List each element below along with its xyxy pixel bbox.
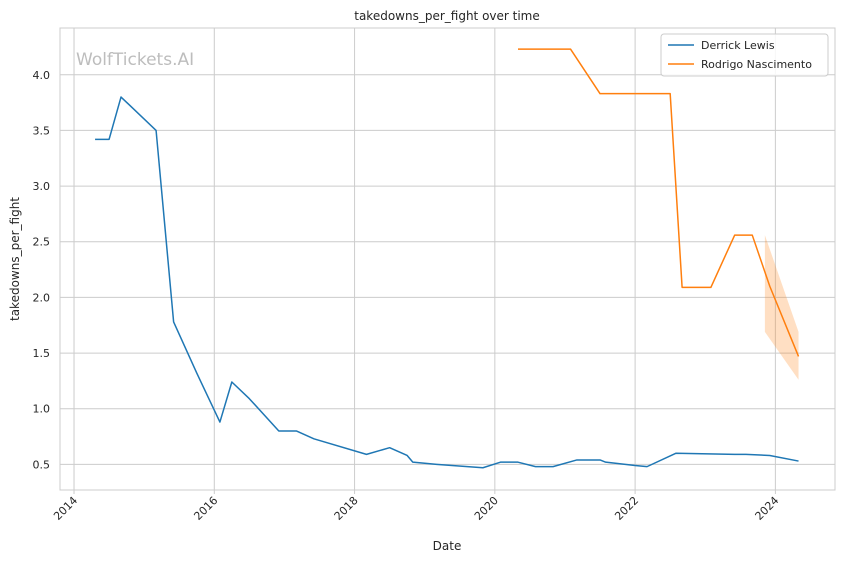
legend-box [660,33,829,77]
x-axis-label: Date [433,539,462,553]
y-tick-label: 3.5 [33,124,51,137]
x-gridlines [73,28,776,490]
confidence-bands [764,235,799,380]
watermark: WolfTickets.AI [76,50,194,70]
legend-label-derrick-lewis: Derrick Lewis [701,39,775,52]
x-tick-label: 2014 [51,494,80,523]
x-tick-label: 2020 [472,494,501,523]
y-tick-label: 4.0 [33,69,51,82]
y-tick-label: 3.0 [33,180,51,193]
legend-label-rodrigo-nascimento: Rodrigo Nascimento [701,58,812,71]
x-tick-label: 2018 [332,494,361,523]
y-tick-label: 0.5 [33,458,51,471]
legend: Derrick Lewis Rodrigo Nascimento [660,33,829,77]
plot-area: WolfTickets.AI [59,27,836,491]
y-axis-label: takedowns_per_fight [8,197,22,321]
x-axis-ticks: 2014 2016 2018 2020 2022 2024 [51,490,782,523]
y-tick-label: 1.5 [33,347,51,360]
y-axis-ticks: 0.5 1.0 1.5 2.0 2.5 3.0 3.5 4.0 [33,69,51,472]
y-tick-label: 2.5 [33,236,51,249]
confidence-band-rodrigo-nascimento [764,235,799,380]
x-tick-label: 2016 [191,494,220,523]
series-line-derrick-lewis [95,96,799,469]
series-lines [95,48,800,469]
plot-frame [59,27,836,491]
x-tick-label: 2022 [612,494,641,523]
chart-title: takedowns_per_fight over time [354,9,540,23]
y-tick-label: 2.0 [33,291,51,304]
y-tick-label: 1.0 [33,403,51,416]
x-tick-label: 2024 [753,494,782,523]
series-line-rodrigo-nascimento [517,48,800,357]
